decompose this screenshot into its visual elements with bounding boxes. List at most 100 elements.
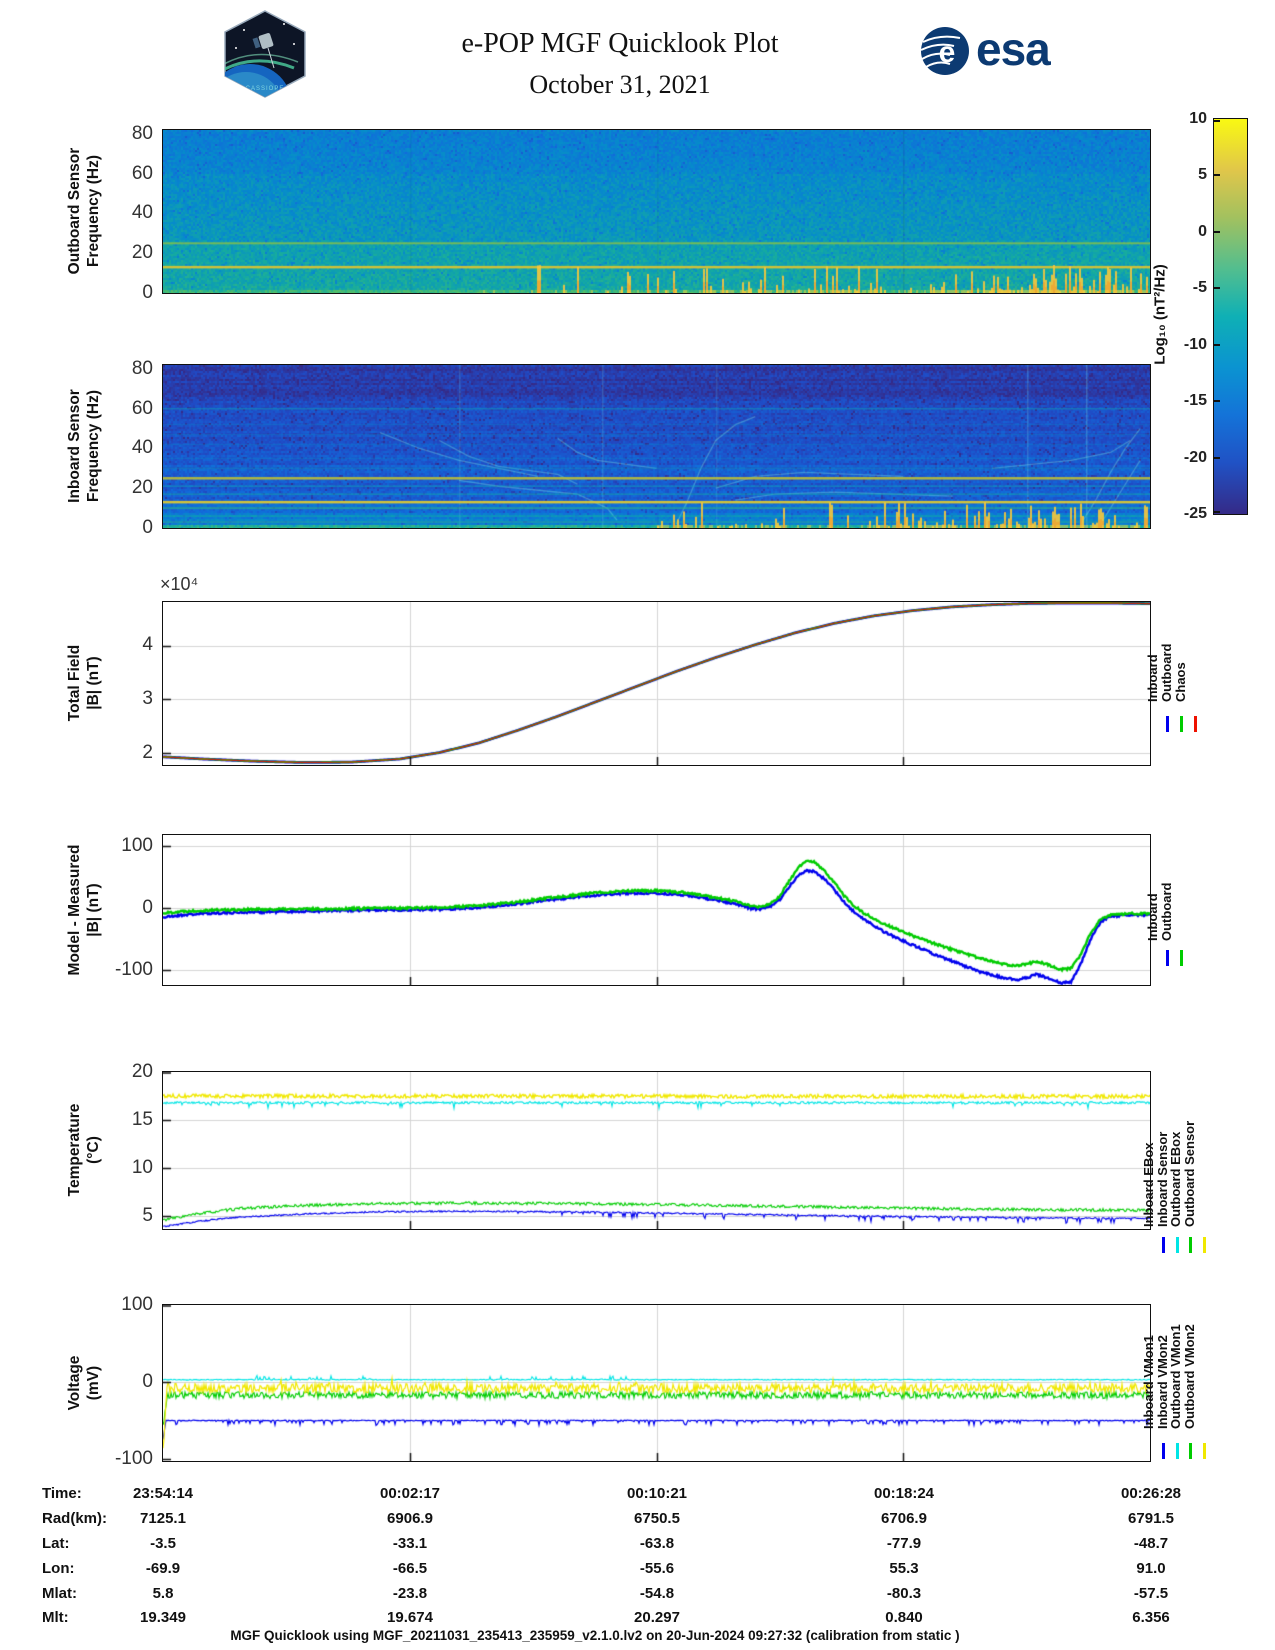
total-field-ytick: 2 <box>142 742 153 763</box>
svg-text:CASSIOPE: CASSIOPE <box>246 86 285 92</box>
model-measured-panel <box>162 834 1151 986</box>
table-cell: 00:10:21 <box>626 1485 688 1502</box>
legend-dash <box>1189 1237 1192 1253</box>
table-cell: 19.674 <box>387 1609 433 1626</box>
outboard-ytick: 80 <box>131 123 153 144</box>
outboard-ytick: 40 <box>131 202 153 223</box>
table-row-label: Rad(km): <box>42 1510 108 1527</box>
table-cell: -33.1 <box>392 1535 428 1552</box>
legend-dash <box>1162 1443 1165 1459</box>
legend-dash <box>1176 1443 1179 1459</box>
total-field-ytick: 4 <box>142 634 153 655</box>
temperature-ytick: 15 <box>131 1109 153 1130</box>
legend-model-measured-outboard: Outboard <box>1159 882 1174 942</box>
inboard-ytick: 40 <box>131 437 153 458</box>
table-cell: 91.0 <box>1136 1560 1166 1577</box>
model-measured-canvas <box>163 835 1150 985</box>
legend-total-field-chaos: Chaos <box>1173 662 1188 702</box>
colorbar-tick: 5 <box>1198 166 1207 183</box>
temperature-ytick: 5 <box>142 1205 153 1226</box>
voltage-panel <box>162 1304 1151 1462</box>
legend-total-field-inboard: Inboard <box>1145 654 1160 702</box>
table-cell: 0.840 <box>885 1609 923 1626</box>
voltage-ytick: 0 <box>142 1371 153 1392</box>
legend-dash <box>1180 716 1183 732</box>
colorbar-tick: -5 <box>1192 279 1207 296</box>
esa-logo-globe-icon: e <box>920 27 969 75</box>
legend-dash <box>1166 716 1169 732</box>
table-cell: -55.6 <box>639 1560 675 1577</box>
voltage-ytick: 100 <box>121 1294 153 1315</box>
legend-dash <box>1194 716 1197 732</box>
inboard-ytick: 0 <box>142 517 153 538</box>
inboard-ytick: 20 <box>131 477 153 498</box>
table-cell: 00:26:28 <box>1120 1485 1182 1502</box>
total-field-ytick: 3 <box>142 688 153 709</box>
table-cell: -57.5 <box>1133 1585 1169 1602</box>
inboard-spectrogram-panel <box>162 364 1151 529</box>
model-measured-ytick: 100 <box>121 835 153 856</box>
page-subtitle-date: October 31, 2021 <box>529 70 711 99</box>
table-cell: -48.7 <box>1133 1535 1169 1552</box>
colorbar-tick: -25 <box>1183 505 1207 522</box>
legend-voltage-outboard-vmon2: Outboard VMon2 <box>1182 1324 1197 1429</box>
outboard-ytick: 20 <box>131 242 153 263</box>
colorbar-tickmark <box>1214 457 1220 459</box>
total-field-canvas <box>163 602 1150 765</box>
legend-dash <box>1162 1237 1165 1253</box>
outboard-ytick: 60 <box>131 163 153 184</box>
table-row-label: Lon: <box>42 1560 75 1577</box>
table-cell: -54.8 <box>639 1585 675 1602</box>
legend-dash <box>1203 1237 1206 1253</box>
page-title: e-POP MGF Quicklook Plot <box>461 28 779 59</box>
inboard-ytick: 80 <box>131 358 153 379</box>
table-cell: 6.356 <box>1132 1609 1170 1626</box>
colorbar-tickmark <box>1214 287 1220 289</box>
legend-dash <box>1189 1443 1192 1459</box>
table-cell: 19.349 <box>140 1609 186 1626</box>
header: CASSIOPE e-POP MGF Quicklook Plot Octobe… <box>0 0 1275 110</box>
table-cell: 6706.9 <box>881 1510 927 1527</box>
total-field-panel <box>162 601 1151 766</box>
table-cell: -80.3 <box>886 1585 922 1602</box>
inboard-spectrogram-canvas <box>163 365 1150 528</box>
colorbar-tickmark <box>1214 120 1220 122</box>
voltage-canvas <box>163 1305 1150 1461</box>
outboard-spectrogram-panel <box>162 129 1151 294</box>
colorbar <box>1213 118 1248 515</box>
legend-dash <box>1176 1237 1179 1253</box>
table-cell: 00:18:24 <box>873 1485 935 1502</box>
svg-text:e: e <box>939 36 956 69</box>
colorbar-tick: 0 <box>1198 223 1207 240</box>
legend-voltage-outboard-vmon1: Outboard VMon1 <box>1168 1324 1183 1429</box>
colorbar-tickmark <box>1214 231 1220 233</box>
colorbar-tick: 10 <box>1189 110 1207 127</box>
colorbar-tick: -15 <box>1183 392 1207 409</box>
table-cell: 20.297 <box>634 1609 680 1626</box>
esa-logo-wordmark: esa <box>976 23 1051 75</box>
table-cell: 55.3 <box>889 1560 919 1577</box>
table-cell: -77.9 <box>886 1535 922 1552</box>
legend-voltage-inboard-vmon1: Inboard VMon1 <box>1141 1335 1156 1429</box>
table-cell: 7125.1 <box>140 1510 186 1527</box>
model-measured-ytick: -100 <box>114 959 153 980</box>
table-row-label: Mlat: <box>42 1585 77 1602</box>
legend-dash <box>1203 1443 1206 1459</box>
colorbar-tickmark <box>1214 174 1220 176</box>
legend-dash <box>1166 950 1169 966</box>
table-cell: -3.5 <box>150 1535 176 1552</box>
table-cell: 6750.5 <box>634 1510 680 1527</box>
outboard-ytick: 0 <box>142 282 153 303</box>
outboard-spectrogram-canvas <box>163 130 1150 293</box>
legend-dash <box>1180 950 1183 966</box>
table-cell: -66.5 <box>392 1560 428 1577</box>
temperature-ytick: 20 <box>131 1061 153 1082</box>
legend-total-field-outboard: Outboard <box>1159 643 1174 703</box>
table-row-label: Mlt: <box>42 1609 69 1626</box>
colorbar-tick: -20 <box>1183 449 1207 466</box>
model-measured-ytick: 0 <box>142 897 153 918</box>
legend-temperature-outboard-sensor: Outboard Sensor <box>1182 1120 1197 1227</box>
table-row-label: Lat: <box>42 1535 70 1552</box>
table-cell: -23.8 <box>392 1585 428 1602</box>
